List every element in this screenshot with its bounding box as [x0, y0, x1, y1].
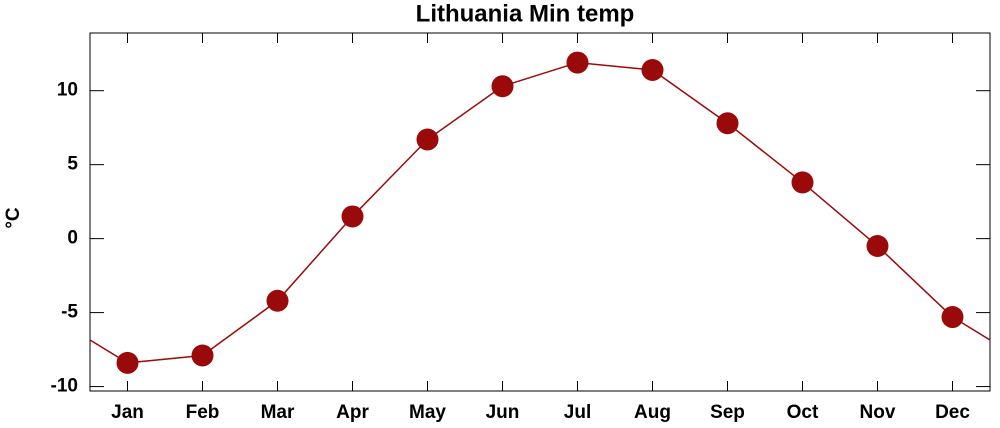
x-tick-label: Nov [860, 402, 896, 423]
point [941, 306, 964, 329]
x-tick-label: Dec [935, 402, 970, 423]
x-tick-label: May [409, 402, 446, 423]
point [791, 171, 814, 194]
point [191, 344, 214, 367]
point [266, 289, 289, 312]
y-axis-label: °C [3, 207, 24, 229]
point [566, 51, 589, 74]
point [416, 128, 439, 151]
y-tick-label: -5 [61, 302, 78, 323]
y-tick-label: 5 [67, 154, 78, 175]
series-line [127, 61, 954, 364]
point [116, 351, 139, 374]
y-tick-label: 10 [57, 80, 78, 101]
x-tick-label: Oct [787, 402, 819, 423]
point [491, 75, 514, 98]
point [641, 58, 664, 81]
x-tick-label: Feb [186, 402, 220, 423]
x-tick-label: Jul [564, 402, 591, 423]
x-tick-label: Mar [261, 402, 295, 423]
y-tick-label: -10 [51, 376, 78, 397]
x-tick-label: Jun [486, 402, 520, 423]
x-tick-label: Apr [336, 402, 369, 423]
x-tick-label: Aug [634, 402, 671, 423]
chart-title: Lithuania Min temp [416, 0, 635, 27]
point [716, 112, 739, 135]
point [866, 235, 889, 258]
x-tick-label: Sep [710, 402, 745, 423]
plot-frame [89, 32, 991, 392]
point [341, 205, 364, 228]
y-tick-label: 0 [67, 228, 78, 249]
x-tick-label: Jan [111, 402, 144, 423]
